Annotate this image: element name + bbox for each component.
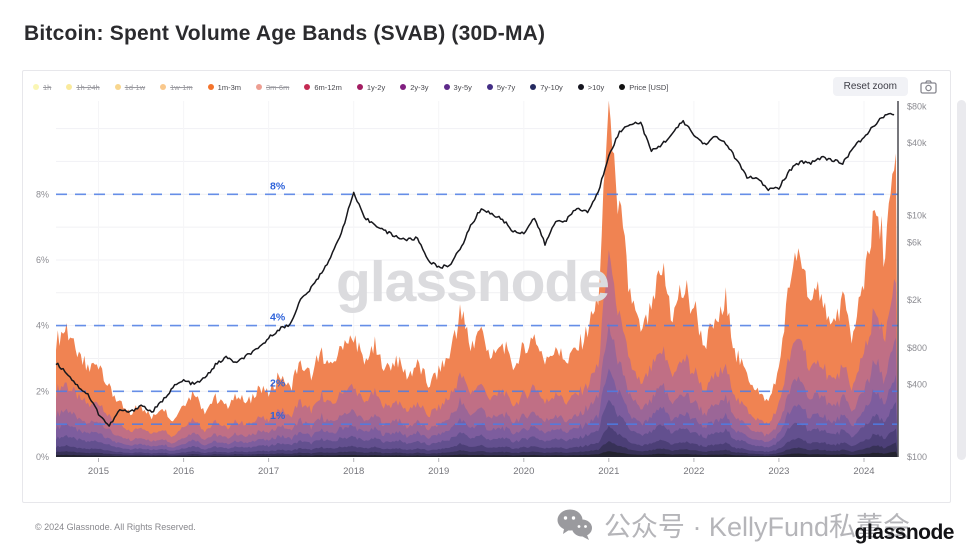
svg-text:8%: 8% [36,189,49,199]
legend-marker [256,84,262,90]
legend-item-1y-2y[interactable]: 1y-2y [356,82,386,92]
legend-item-7y-10y[interactable]: 7y-10y [530,83,563,92]
wechat-icon [557,509,592,540]
legend-label: >10y [587,82,605,92]
legend-marker [160,84,167,90]
legend-item-1w-1m[interactable]: 1w-1m [160,83,193,92]
reset-zoom-button[interactable]: Reset zoom [832,77,908,96]
scrollbar[interactable] [957,100,966,460]
band-7y-10y [56,441,898,457]
legend-marker [619,84,626,90]
legend-marker [304,84,311,90]
svg-text:$6k: $6k [907,237,922,247]
price-line [55,112,895,427]
svg-text:2016: 2016 [173,466,194,477]
legend-label: 3m-6m [266,82,290,92]
svg-text:2022: 2022 [683,466,704,477]
legend-marker [207,84,214,90]
legend-label: 1m-3m [217,82,241,92]
legend-label: 1h [43,82,52,92]
legend-item-6m-12m[interactable]: 6m-12m [304,83,342,92]
legend-label: 2y-3y [410,82,429,92]
legend-marker [443,84,450,90]
legend-label: 7y-10y [540,82,563,92]
svg-text:0%: 0% [36,452,49,462]
wechat-text: 公众号 · KellyFund私董会 [603,512,910,542]
legend-marker [33,84,39,90]
legend-label: 3y-5y [453,82,472,92]
legend-marker [486,84,493,90]
camera-icon[interactable] [920,80,937,94]
legend-marker [66,84,73,90]
chart-legend: 1h 1h-24h 1d-1w 1w-1m 1m-3m 3m-6m 6m-12m 1y-2y 2… [33,78,820,96]
svg-text:8%: 8% [270,180,286,192]
svg-text:$400: $400 [907,379,927,389]
plot-area[interactable]: 1% 2% 4% 8% 0% 2% 4% 6% 8% $100 $400 $800 $2k $6k $10k… [23,71,950,502]
svg-text:$40k: $40k [907,138,927,148]
legend-item-1h[interactable]: 1h [33,83,51,92]
band->10y [56,451,898,457]
svg-text:2023: 2023 [768,466,789,477]
legend-marker [577,84,584,90]
legend-item-2y-3y[interactable]: 2y-3y [400,82,429,92]
legend-item-1m-3m[interactable]: 1m-3m [207,82,241,92]
svg-text:2020: 2020 [513,466,534,477]
svg-text:2024: 2024 [853,466,874,477]
svg-text:6%: 6% [36,255,49,265]
wechat-banner: 公众号 · KellyFund私董会 [556,505,910,544]
legend-marker [400,84,407,90]
svg-text:2021: 2021 [598,466,619,477]
legend-marker [530,84,537,90]
legend-item-1h-24h[interactable]: 1h-24h [66,82,100,92]
svg-text:2%: 2% [270,377,286,389]
footer-copyright: © 2024 Glassnode. All Rights Reserved. [35,522,196,532]
legend-item-1d-1w[interactable]: 1d-1w [114,82,146,92]
band-5y-7y [56,425,898,457]
legend-label: 1h-24h [76,82,100,92]
svg-text:2017: 2017 [258,466,279,477]
svg-text:$2k: $2k [907,295,922,305]
legend-item-3m-6m[interactable]: 3m-6m [256,83,289,92]
legend-label: 1y-2y [366,82,386,92]
svg-text:2018: 2018 [343,466,364,477]
legend-label: 1w-1m [170,82,193,92]
legend-marker [114,84,121,90]
legend-item-price-usd-[interactable]: Price [USD] [619,83,668,92]
svg-text:2%: 2% [36,386,49,396]
legend-label: 1d-1w [124,82,146,92]
svg-text:2019: 2019 [428,466,449,477]
svg-text:$100: $100 [907,452,927,462]
legend-item-3y-5y[interactable]: 3y-5y [443,82,472,92]
legend-label: 5y-7y [496,82,516,92]
legend-marker [356,84,363,90]
svg-text:$800: $800 [907,343,927,353]
legend-label: 6m-12m [314,82,342,92]
svg-text:4%: 4% [270,312,286,324]
svg-text:2015: 2015 [88,466,109,477]
chart-card: 1h 1h-24h 1d-1w 1w-1m 1m-3m 3m-6m 6m-12m 1y-2y 2… [22,70,951,503]
svg-text:$10k: $10k [907,211,927,221]
legend-item--10y[interactable]: >10y [577,82,605,92]
legend-label: Price [USD] [629,82,669,92]
page-title: Bitcoin: Spent Volume Age Bands (SVAB) (… [24,22,546,45]
svg-text:1%: 1% [270,410,286,422]
svg-text:$80k: $80k [907,102,927,112]
legend-item-5y-7y[interactable]: 5y-7y [486,82,516,92]
svg-text:4%: 4% [36,321,49,331]
glassnode-logo: glassnode [854,521,955,544]
